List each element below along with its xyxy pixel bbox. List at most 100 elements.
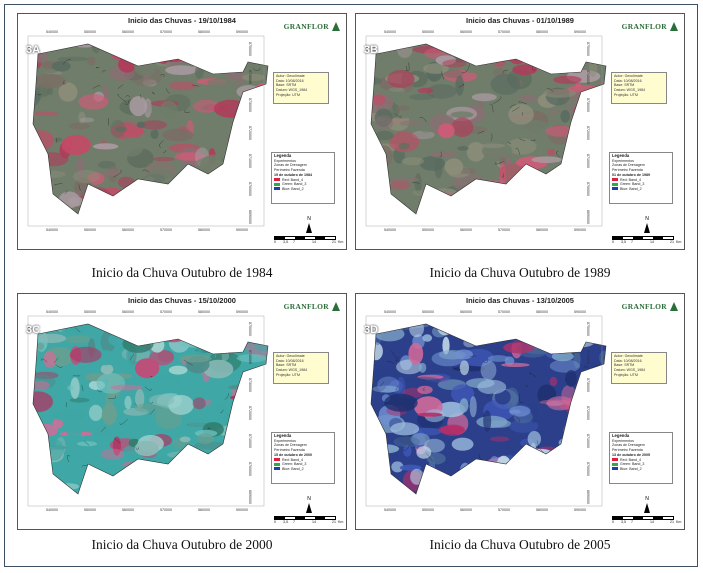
metadata-box: Autor: Geoclimate Data: 10/08/2016 Base: S… — [611, 72, 667, 104]
panel-caption: Inicio da Chuva Outubro de 1989 — [429, 265, 611, 280]
x-tick-label: 590000 — [236, 508, 248, 512]
figure-frame: Inicio das Chuvas - 19/10/1984 3A GRANFLOR… — [4, 4, 698, 567]
panel-title: Inicio das Chuvas - 19/10/1984 — [128, 16, 236, 25]
metadata-box: Autor: Geoclimate Data: 10/08/2016 Base: S… — [273, 352, 329, 384]
scale-bar-graphic — [612, 236, 674, 240]
metadata-line: Autor: Geoclimate — [276, 354, 305, 358]
logo-text: GRANFLOR — [283, 22, 329, 31]
scale-label: 7 — [293, 240, 295, 244]
panel-tag: 3B — [364, 44, 379, 56]
legend-item: Zonas de Drenagem — [274, 163, 307, 167]
x-tick-label: 570000 — [160, 30, 172, 34]
map-panel-3a: Inicio das Chuvas - 19/10/1984 3A GRANFLOR… — [17, 13, 347, 250]
metadata-line: Base: SRTM — [276, 363, 297, 368]
y-tick-label: 8700000 — [586, 182, 590, 196]
y-tick-label: 8750000 — [248, 42, 252, 56]
band-swatch — [612, 462, 618, 466]
x-tick-label: 560000 — [460, 30, 472, 34]
band-swatch — [274, 462, 280, 466]
scale-label: 21 — [670, 520, 674, 524]
panel-title: Inicio das Chuvas - 15/10/2000 — [128, 296, 236, 305]
x-tick-label: 540000 — [46, 228, 58, 232]
band-swatch — [612, 182, 618, 186]
legend-box: Legenda Experimentos Zonas de Drenagem Perí… — [609, 152, 673, 204]
panel-caption: Inicio da Chuva Outubro de 2005 — [429, 537, 611, 552]
y-tick-label: 8720000 — [586, 126, 590, 140]
logo-text: GRANFLOR — [621, 22, 667, 31]
metadata-line: Datum: WGS_1984 — [614, 88, 646, 93]
metadata-line: Base: SRTM — [276, 83, 297, 88]
band-swatch — [612, 467, 618, 471]
map-panel-3d: Inicio das Chuvas - 13/10/2005 3D GRANFLOR… — [355, 293, 685, 530]
x-tick-label: 540000 — [384, 310, 396, 314]
north-arrow-shape — [306, 223, 312, 233]
metadata-line: Data: 10/08/2016 — [276, 358, 304, 363]
y-tick-label: 8730000 — [586, 378, 590, 392]
y-tick-label: 8750000 — [586, 42, 590, 56]
x-tick-label: 580000 — [536, 310, 548, 314]
metadata-line: Datum: WGS_1984 — [614, 368, 646, 373]
metadata-line: Base: SRTM — [614, 83, 635, 88]
metadata-box: Autor: Geoclimate Data: 10/08/2016 Base: S… — [273, 72, 329, 104]
x-tick-label: 540000 — [46, 30, 58, 34]
band-label: Blue: Band_2 — [620, 186, 642, 191]
tree-icon — [332, 302, 340, 311]
band-swatch — [274, 178, 280, 182]
legend-item: Experimentos — [612, 158, 634, 163]
scale-label: 14 — [312, 240, 316, 244]
x-tick-label: 550000 — [84, 310, 96, 314]
band-swatch — [274, 187, 280, 191]
band-row: Blue: Band_2 — [274, 467, 332, 472]
panel-tag: 3D — [364, 324, 379, 336]
x-tick-label: 580000 — [536, 228, 548, 232]
granflor-logo: GRANFLOR — [284, 302, 340, 311]
x-tick-label: 540000 — [384, 228, 396, 232]
y-tick-label: 8690000 — [586, 490, 590, 504]
scale-label: 21 — [332, 240, 336, 244]
logo-text: GRANFLOR — [621, 302, 667, 311]
satellite-map — [365, 315, 607, 507]
tree-icon — [332, 22, 340, 31]
legend-box: Legenda Experimentos Zonas de Drenagem Perí… — [271, 152, 335, 204]
logo-text: GRANFLOR — [283, 302, 329, 311]
x-tick-label: 570000 — [498, 228, 510, 232]
x-tick-label: 590000 — [574, 508, 586, 512]
x-tick-label: 590000 — [574, 228, 586, 232]
x-tick-label: 580000 — [536, 30, 548, 34]
metadata-line: Autor: Geoclimate — [614, 354, 643, 358]
band-label: Blue: Band_2 — [282, 186, 304, 191]
band-row: Blue: Band_2 — [612, 187, 670, 192]
legend-item: Perímetro Fazenda — [274, 447, 305, 452]
scale-label: 7 — [631, 520, 633, 524]
x-tick-label: 560000 — [460, 228, 472, 232]
y-tick-label: 8740000 — [248, 70, 252, 84]
scale-label: Km — [676, 520, 682, 524]
legend-title: Legenda — [612, 433, 630, 438]
x-tick-label: 560000 — [460, 508, 472, 512]
legend-item: Perímetro Fazenda — [612, 447, 643, 452]
y-tick-label: 8710000 — [248, 154, 252, 168]
scale-label: 21 — [670, 240, 674, 244]
north-label: N — [307, 216, 311, 222]
y-tick-label: 8700000 — [248, 462, 252, 476]
north-arrow-shape — [644, 223, 650, 233]
band-swatch — [612, 458, 618, 462]
y-tick-label: 8740000 — [248, 350, 252, 364]
panel-tag: 3A — [26, 44, 41, 56]
metadata-line: Base: SRTM — [614, 363, 635, 368]
band-label: Blue: Band_2 — [620, 466, 642, 471]
x-tick-label: 590000 — [574, 310, 586, 314]
granflor-logo: GRANFLOR — [284, 22, 340, 31]
legend-item: Experimentos — [274, 158, 296, 163]
scale-bar: 0 3,5 7 14 21 Km — [274, 236, 344, 246]
band-label: Red: Band_4 — [282, 177, 303, 182]
band-swatch — [274, 182, 280, 186]
metadata-line: Projeção: UTM — [276, 92, 300, 97]
x-tick-label: 590000 — [236, 30, 248, 34]
band-label: Green: Band_3 — [282, 462, 307, 466]
x-tick-label: 570000 — [160, 508, 172, 512]
x-tick-label: 570000 — [498, 30, 510, 34]
scale-label: 14 — [312, 520, 316, 524]
scale-label: 21 — [332, 520, 336, 524]
north-arrow-icon: N — [644, 496, 650, 513]
